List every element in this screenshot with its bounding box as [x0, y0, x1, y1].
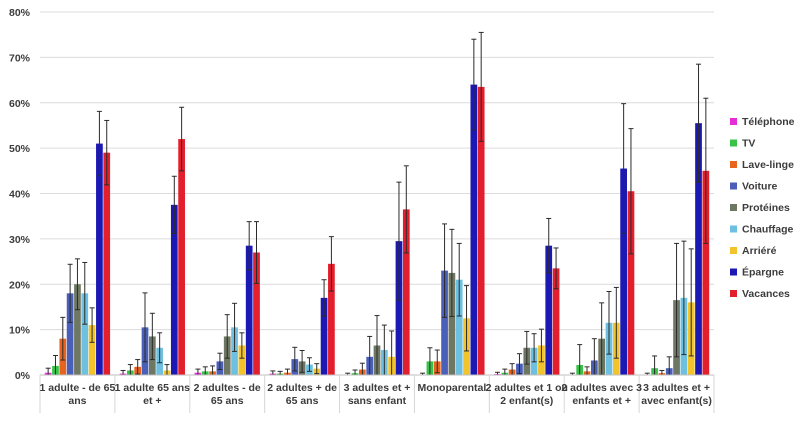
legend-swatch — [730, 118, 737, 125]
legend-label: Lave-linge — [742, 159, 794, 171]
legend-label: Épargne — [742, 266, 784, 279]
legend-swatch — [730, 204, 737, 211]
legend-label: Téléphone — [742, 116, 795, 128]
bar — [103, 153, 110, 375]
y-tick-label: 10% — [9, 325, 31, 337]
y-tick-label: 60% — [9, 98, 31, 110]
legend-swatch — [730, 247, 737, 254]
y-tick-label: 50% — [9, 143, 31, 155]
y-tick-label: 0% — [15, 370, 31, 382]
legend-swatch — [730, 183, 737, 190]
x-tick-label: 3 adultes et +avec enfant(s) — [641, 382, 712, 407]
y-tick-label: 20% — [9, 279, 31, 291]
y-tick-label: 40% — [9, 189, 31, 201]
bar — [96, 144, 103, 375]
legend-label: Vacances — [742, 288, 790, 300]
legend-swatch — [730, 161, 737, 168]
error-bars — [46, 32, 709, 375]
legend-swatch — [730, 140, 737, 147]
y-tick-label: 30% — [9, 234, 31, 246]
x-tick-label: 3 adultes et +sans enfant — [344, 382, 411, 407]
legend-label: Chauffage — [742, 224, 793, 236]
legend-label: TV — [742, 138, 755, 150]
legend-label: Protéines — [742, 202, 790, 214]
legend-label: Arriéré — [742, 245, 777, 257]
legend-label: Voiture — [742, 181, 778, 193]
legend-swatch — [730, 290, 737, 297]
y-tick-label: 80% — [9, 7, 31, 19]
legend: Téléphone TV Lave-linge Voiture Protéines Cha… — [730, 116, 795, 300]
y-tick-label: 70% — [9, 52, 31, 64]
x-tick-label: Monoparental — [417, 382, 486, 394]
legend-swatch — [730, 226, 737, 233]
legend-swatch — [730, 269, 737, 276]
gridlines — [40, 12, 714, 330]
bar — [178, 139, 185, 375]
